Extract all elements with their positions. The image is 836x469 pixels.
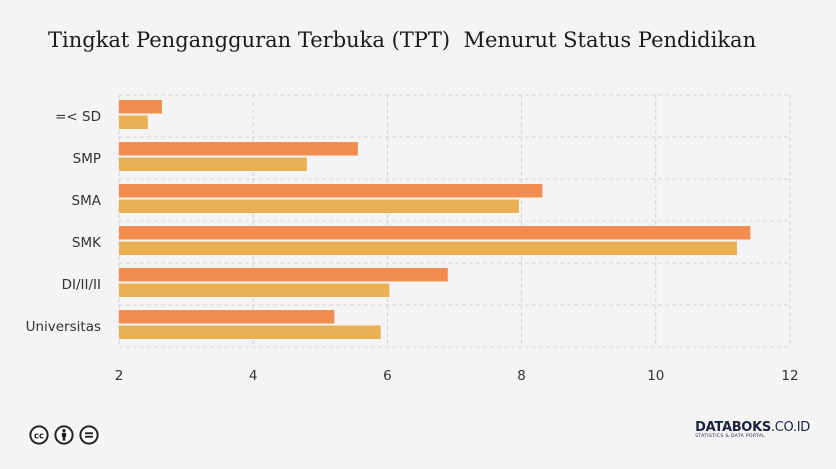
x-tick-label: 2 — [115, 368, 124, 384]
y-tick-label: SMP — [73, 151, 101, 167]
bar[interactable] — [119, 100, 162, 114]
bar[interactable] — [119, 283, 390, 298]
y-tick-label: SMA — [72, 193, 102, 209]
attribution-icon — [54, 425, 74, 445]
bar[interactable] — [119, 184, 543, 198]
bar[interactable] — [119, 115, 148, 130]
bars — [119, 100, 751, 340]
bar[interactable] — [119, 157, 307, 172]
gridlines — [118, 94, 791, 348]
x-tick-label: 12 — [781, 368, 798, 384]
bar[interactable] — [119, 241, 737, 256]
brand-tagline: STATISTICS & DATA PORTAL — [695, 434, 766, 439]
brand-suffix: .CO.ID — [770, 420, 810, 435]
license-icons: cc — [29, 425, 99, 445]
bar[interactable] — [119, 268, 448, 282]
y-tick-label: =< SD — [55, 109, 101, 125]
bar[interactable] — [119, 310, 335, 324]
y-axis-labels: =< SD SMP SMA SMK DI/II/II Universitas — [26, 109, 103, 335]
bar[interactable] — [119, 199, 519, 214]
bar-chart: =< SD SMP SMA SMK DI/II/II Universitas 2 4 6 8 10… — [26, 94, 799, 384]
bar[interactable] — [119, 325, 381, 340]
x-tick-label: 8 — [517, 368, 526, 384]
creative-commons-icon: cc — [29, 425, 49, 445]
x-tick-label: 10 — [647, 368, 664, 384]
brand-logo[interactable]: DATABOKS.CO.ID STATISTICS & DATA PORTAL — [695, 420, 810, 439]
y-tick-label: SMK — [72, 235, 102, 251]
y-tick-label: Universitas — [26, 319, 101, 335]
x-tick-label: 4 — [249, 368, 258, 384]
no-derivatives-icon — [79, 425, 99, 445]
x-axis-labels: 2 4 6 8 10 12 — [115, 368, 799, 384]
bar[interactable] — [119, 226, 751, 240]
brand-name: DATABOKS — [695, 420, 771, 435]
x-tick-label: 6 — [383, 368, 392, 384]
svg-text:cc: cc — [34, 432, 44, 442]
bar[interactable] — [119, 142, 358, 156]
y-tick-label: DI/II/II — [62, 277, 101, 293]
chart-title: Tingkat Pengangguran Terbuka (TPT) Menur… — [48, 28, 757, 52]
